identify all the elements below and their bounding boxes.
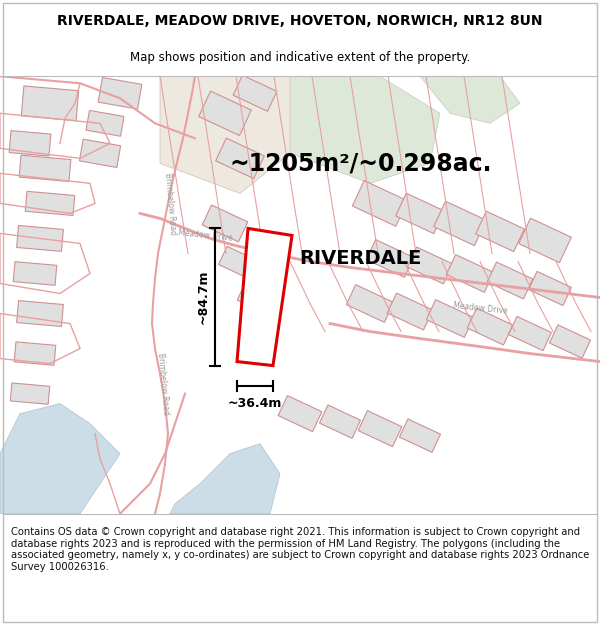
Bar — [17, 226, 64, 251]
Text: Contains OS data © Crown copyright and database right 2021. This information is : Contains OS data © Crown copyright and d… — [11, 527, 589, 572]
Bar — [427, 299, 473, 338]
Bar — [407, 247, 453, 284]
Bar — [476, 211, 524, 252]
Text: Brimbelow Road: Brimbelow Road — [156, 352, 170, 415]
Bar — [487, 262, 533, 299]
Bar — [98, 78, 142, 109]
Bar — [395, 193, 445, 234]
Bar — [319, 405, 361, 438]
Bar — [446, 254, 494, 292]
Bar — [550, 325, 590, 358]
Bar — [218, 246, 262, 281]
Bar — [215, 138, 265, 179]
Bar — [86, 111, 124, 136]
Bar — [79, 139, 121, 168]
Bar — [529, 271, 571, 306]
Bar — [19, 155, 71, 181]
Polygon shape — [420, 76, 520, 123]
Polygon shape — [0, 404, 120, 514]
Polygon shape — [170, 444, 280, 514]
Bar — [467, 308, 513, 345]
Bar — [352, 181, 407, 226]
Polygon shape — [237, 228, 292, 366]
Bar — [13, 262, 57, 285]
Bar — [237, 280, 283, 317]
Bar — [509, 316, 551, 351]
Bar — [518, 218, 571, 262]
Bar — [17, 301, 64, 326]
Bar — [202, 205, 248, 242]
Text: ~84.7m: ~84.7m — [197, 270, 209, 324]
Bar — [9, 131, 51, 156]
Text: RIVERDALE, MEADOW DRIVE, HOVETON, NORWICH, NR12 8UN: RIVERDALE, MEADOW DRIVE, HOVETON, NORWIC… — [57, 14, 543, 28]
Bar — [367, 239, 413, 278]
Text: Map shows position and indicative extent of the property.: Map shows position and indicative extent… — [130, 51, 470, 64]
Bar — [10, 383, 50, 404]
Bar — [278, 396, 322, 432]
Bar — [434, 201, 487, 246]
Bar — [199, 91, 251, 136]
Text: RIVERDALE: RIVERDALE — [299, 249, 421, 268]
Bar — [400, 419, 440, 452]
Text: ~1205m²/~0.298ac.: ~1205m²/~0.298ac. — [230, 151, 493, 176]
Text: Meadow Drive: Meadow Drive — [178, 228, 233, 242]
Bar — [358, 411, 402, 447]
Bar — [387, 293, 433, 330]
Bar — [25, 191, 75, 216]
Bar — [14, 342, 56, 365]
Polygon shape — [160, 76, 290, 193]
Text: Brimbelow Road: Brimbelow Road — [163, 172, 177, 235]
Text: ~36.4m: ~36.4m — [228, 397, 282, 410]
Bar — [21, 86, 79, 121]
Polygon shape — [270, 76, 440, 183]
Text: Meadow Drive: Meadow Drive — [452, 301, 508, 316]
Bar — [346, 284, 394, 322]
Bar — [233, 75, 277, 111]
